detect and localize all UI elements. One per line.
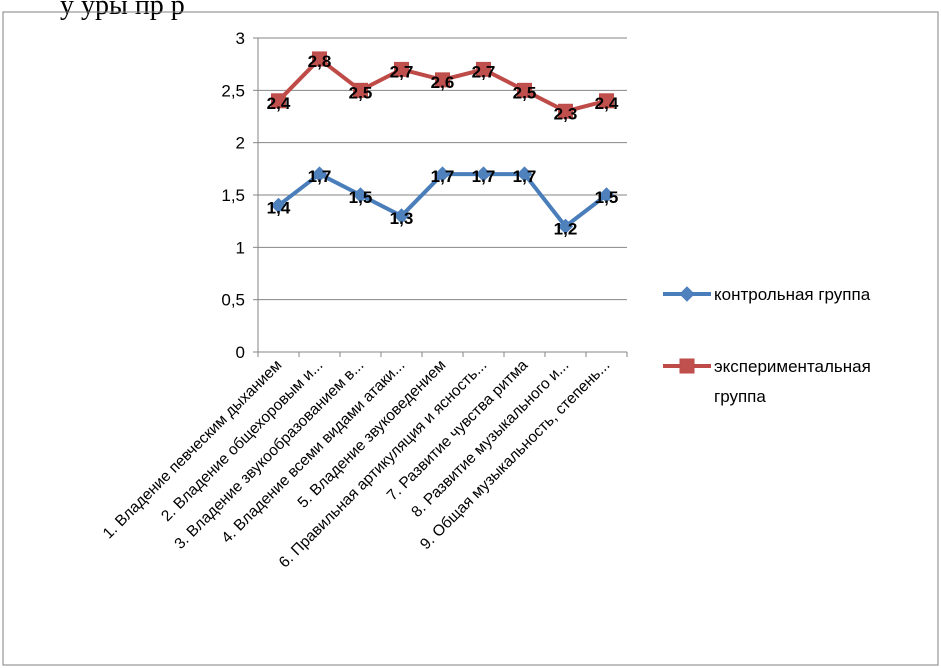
data-point (394, 61, 409, 77)
y-axis-tick-labels: 0 0,5 1 1,5 2 2,5 3 (221, 29, 245, 362)
data-point (270, 197, 287, 214)
data-point (393, 208, 410, 224)
y-tick-label: 1 (236, 238, 245, 257)
data-point (271, 93, 286, 109)
legend-label: контрольная группа (714, 285, 871, 304)
legend-marker (679, 358, 695, 374)
legend-label: группа (714, 387, 766, 406)
data-label: 1,5 (349, 188, 373, 207)
data-label: 2,7 (390, 62, 414, 81)
data-label: 1,4 (267, 198, 291, 217)
data-label: 2,6 (431, 73, 455, 92)
chart-border (2, 11, 939, 666)
data-point (475, 166, 492, 182)
gridlines (258, 37, 627, 301)
data-point (476, 61, 491, 77)
data-label: 1,7 (513, 167, 537, 186)
series-markers (270, 51, 615, 235)
page-header-fragment: у уры пр р (60, 0, 185, 21)
legend: контрольная группа экспериментальная групп… (663, 285, 871, 406)
y-tick-label: 2,5 (221, 81, 245, 100)
data-label: 1,7 (308, 167, 332, 186)
data-label: 1,2 (554, 219, 578, 238)
legend-marker (679, 286, 695, 302)
category-label: 9. Общая музыкальность, степень... (417, 357, 613, 553)
data-label: 1,5 (595, 188, 619, 207)
data-label: 1,7 (431, 167, 455, 186)
data-label: 2,5 (513, 83, 537, 102)
data-point (516, 166, 533, 182)
data-labels: 1,4 1,7 1,5 1,3 1,7 1,7 1,7 1,2 1,5 2,4 2,8 2,5 2,7 2… (267, 52, 619, 238)
data-label: 1,7 (472, 167, 496, 186)
data-point (434, 166, 451, 182)
data-label: 2,7 (472, 62, 496, 81)
data-point (599, 93, 614, 109)
y-tick-label: 2 (236, 134, 245, 153)
data-label: 1,3 (390, 209, 414, 228)
axes (253, 37, 628, 357)
data-label: 2,4 (267, 94, 291, 113)
legend-label: экспериментальная (714, 357, 871, 376)
y-tick-label: 1,5 (221, 186, 245, 205)
data-point (557, 218, 574, 235)
y-tick-label: 0 (236, 343, 245, 362)
data-point (311, 166, 328, 182)
y-tick-label: 3 (236, 29, 245, 48)
data-point (435, 72, 450, 88)
data-point (517, 82, 532, 98)
data-label: 2,8 (308, 52, 332, 71)
data-point (312, 51, 327, 67)
data-label: 2,4 (595, 94, 619, 113)
data-label: 2,3 (554, 104, 578, 123)
data-point (558, 103, 573, 119)
y-tick-label: 0,5 (221, 291, 245, 310)
data-point (598, 187, 615, 203)
data-point (353, 82, 368, 98)
data-label: 2,5 (349, 83, 373, 102)
category-label: 3. Владение звукообразованием в... (171, 357, 367, 553)
data-point (352, 187, 369, 203)
